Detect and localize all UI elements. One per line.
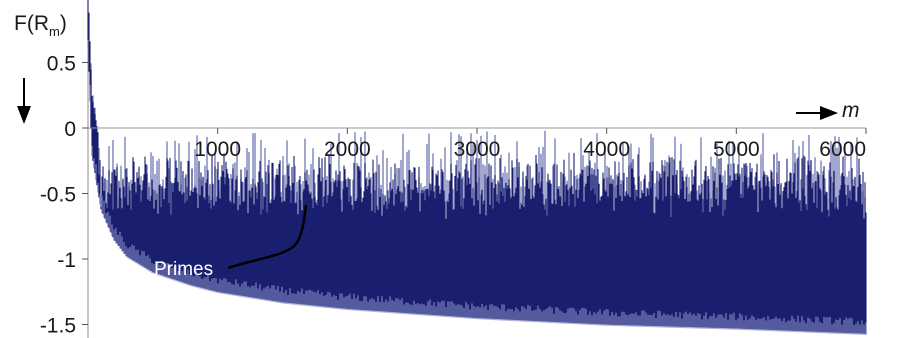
y-tick-label: -1.5	[40, 315, 76, 338]
y-axis-title-sub: m	[49, 24, 60, 39]
x-tick-label: 1000	[194, 138, 241, 161]
x-axis-title: m	[842, 99, 860, 122]
primes-annotation-line	[227, 204, 308, 270]
bars-layer	[87, 0, 867, 335]
x-tick-label: 4000	[583, 138, 630, 161]
y-axis-title-close: )	[60, 12, 67, 35]
x-tick-label: 3000	[454, 138, 501, 161]
x-tick-label: 6000	[819, 138, 866, 161]
y-tick-label: -0.5	[40, 184, 76, 207]
x-tick-label: 2000	[324, 138, 371, 161]
right-arrow-icon	[796, 106, 838, 120]
primes-annotation-label: Primes	[154, 259, 213, 280]
y-tick-label: -1	[57, 249, 76, 272]
y-axis-title: F(Rm)	[14, 12, 67, 39]
x-tick-label: 5000	[713, 138, 760, 161]
axes-layer	[82, 40, 867, 338]
y-axis-title-main: F(R	[14, 12, 49, 35]
labels-layer: 0.5 0 -0.5 -1 -1.5 1000 2000 3000 4000 5000 6000	[40, 53, 866, 338]
y-tick-label: 0	[64, 118, 76, 141]
down-arrow-icon	[17, 78, 31, 124]
y-tick-label: 0.5	[47, 53, 76, 76]
